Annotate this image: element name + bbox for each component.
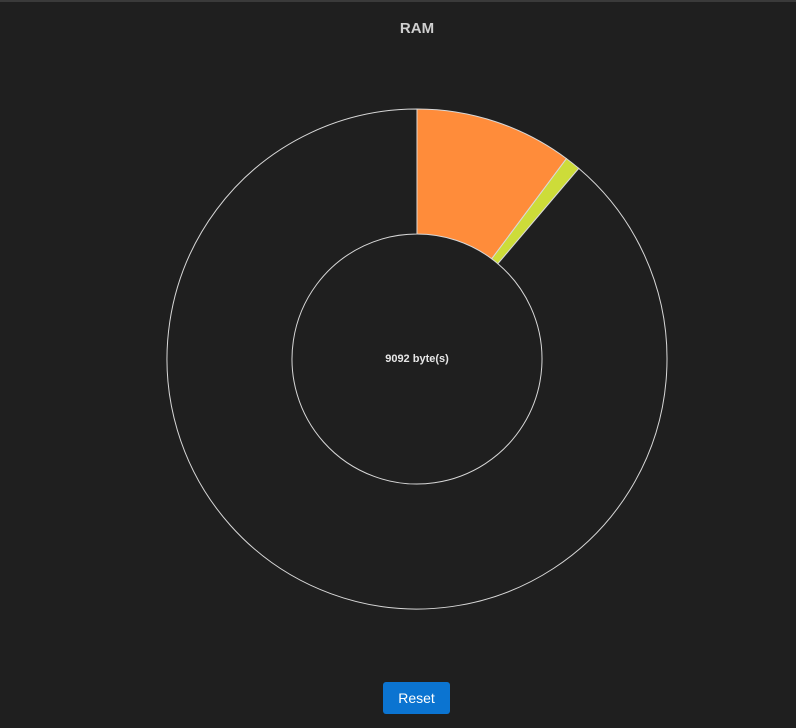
chart-title: RAM — [400, 20, 434, 37]
reset-button[interactable]: Reset — [383, 682, 450, 714]
center-label: 9092 byte(s) — [385, 353, 449, 365]
slices — [166, 108, 668, 610]
slice — [166, 108, 668, 610]
